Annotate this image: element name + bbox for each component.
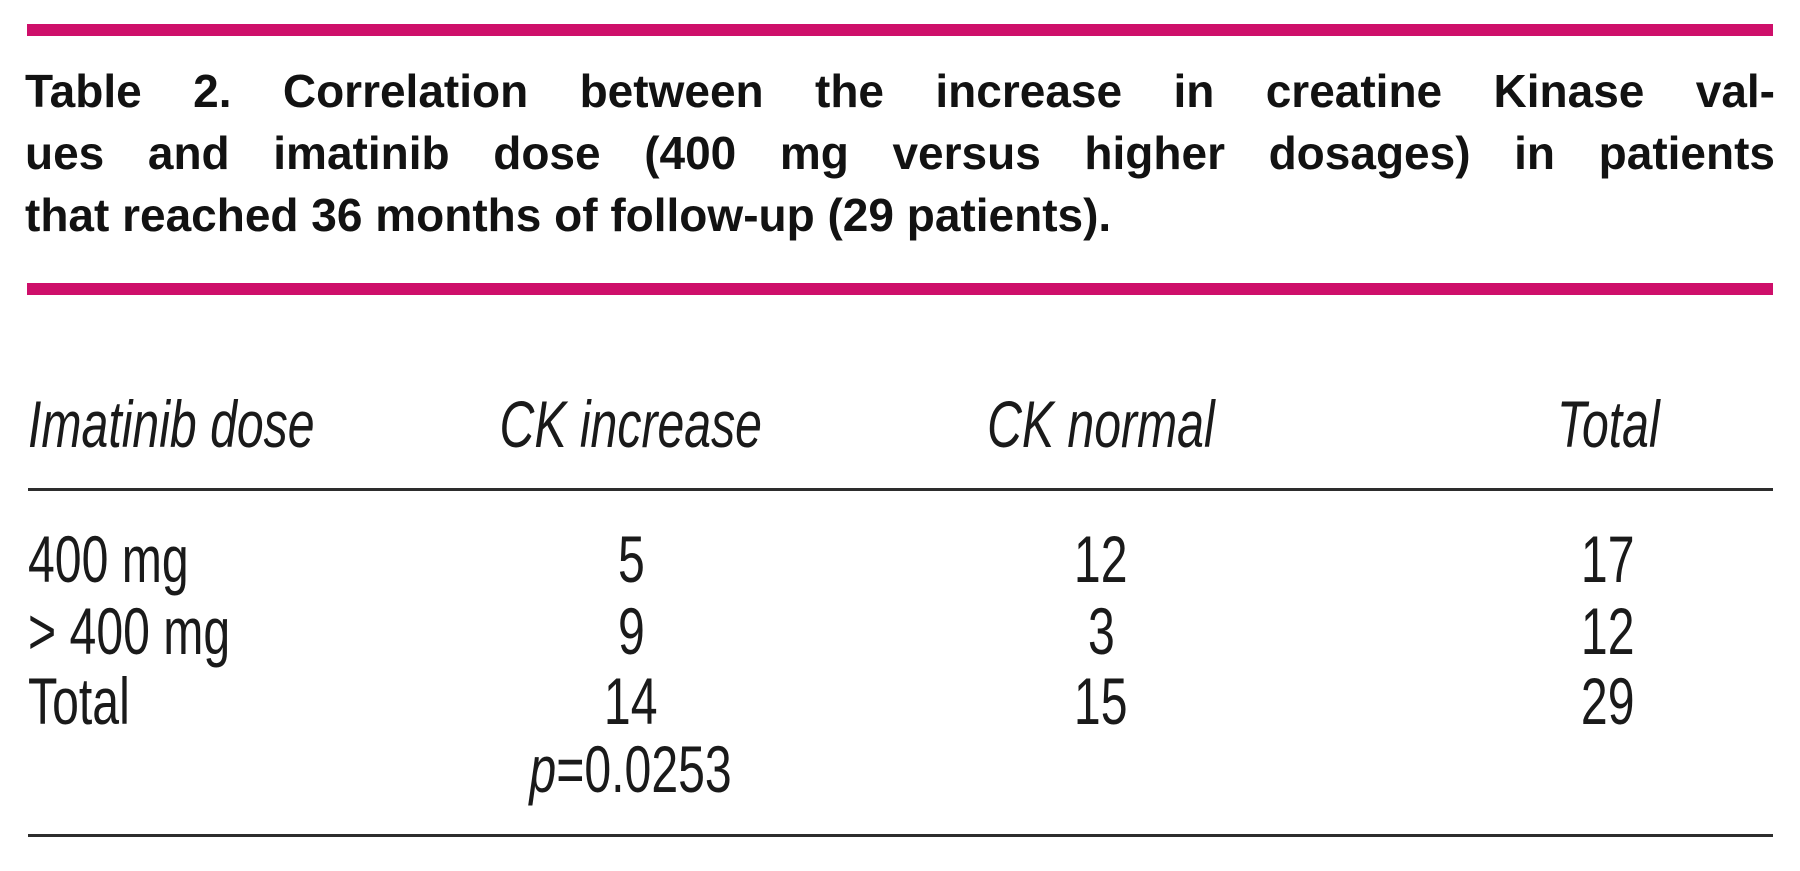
row-label: 400 mg: [28, 522, 189, 596]
table-caption: Table 2. Correlation between the increas…: [25, 60, 1775, 246]
p-value: p=0.0253: [431, 734, 831, 804]
cell-ck-normal: 3: [1087, 594, 1115, 668]
table-row-total: Total 14 15 29: [0, 666, 1800, 736]
row-label: > 400 mg: [28, 594, 231, 668]
caption-line-2: ues and imatinib dose (400 mg versus hig…: [25, 127, 1775, 179]
p-value-row: p=0.0253: [0, 734, 1800, 804]
cell-ck-increase: 14: [604, 664, 658, 738]
header-divider-rule: [28, 488, 1773, 491]
table-row-over-400mg: > 400 mg 9 3 12: [0, 596, 1800, 666]
p-symbol: p: [529, 732, 557, 806]
column-header-imatinib-dose: Imatinib dose: [28, 387, 315, 461]
column-header-ck-increase: CK increase: [499, 387, 763, 461]
cell-ck-normal: 12: [1074, 522, 1128, 596]
column-header-total: Total: [1556, 387, 1660, 461]
p-value-number: =0.0253: [556, 732, 733, 806]
caption-bottom-accent-rule: [27, 283, 1773, 295]
cell-ck-normal: 15: [1074, 664, 1128, 738]
cell-ck-increase: 5: [617, 522, 645, 596]
table-header-row: Imatinib dose CK increase CK normal Tota…: [0, 389, 1800, 459]
column-header-ck-normal: CK normal: [987, 387, 1215, 461]
cell-total: 17: [1581, 522, 1635, 596]
top-accent-rule: [27, 24, 1773, 36]
cell-total: 29: [1581, 664, 1635, 738]
cell-total: 12: [1581, 594, 1635, 668]
caption-line-1: Table 2. Correlation between the increas…: [25, 65, 1775, 117]
row-label: Total: [28, 664, 130, 738]
bottom-rule: [28, 834, 1773, 837]
table-row-400mg: 400 mg 5 12 17: [0, 524, 1800, 594]
caption-line-3: that reached 36 months of follow-up (29 …: [25, 189, 1112, 241]
cell-ck-increase: 9: [617, 594, 645, 668]
